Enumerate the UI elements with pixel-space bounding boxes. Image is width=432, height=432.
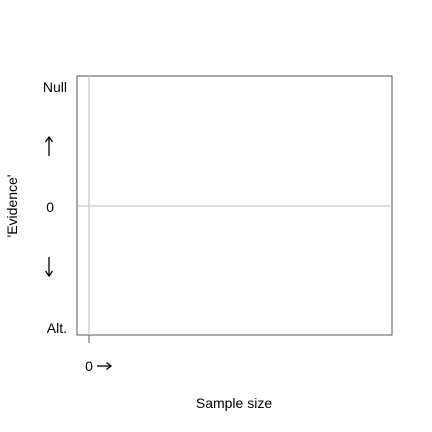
up-arrow-icon bbox=[44, 135, 54, 156]
y-axis-title: 'Evidence' bbox=[4, 175, 20, 238]
y-tick-label-alt: Alt. bbox=[47, 320, 67, 336]
right-arrow-icon bbox=[97, 361, 113, 371]
down-arrow-icon bbox=[44, 257, 54, 278]
y-tick-label-null: Null bbox=[43, 79, 67, 95]
y-tick-label-zero: 0 bbox=[46, 199, 54, 215]
x-tick-label-zero: 0 bbox=[85, 358, 93, 374]
x-axis-title: Sample size bbox=[196, 395, 272, 411]
